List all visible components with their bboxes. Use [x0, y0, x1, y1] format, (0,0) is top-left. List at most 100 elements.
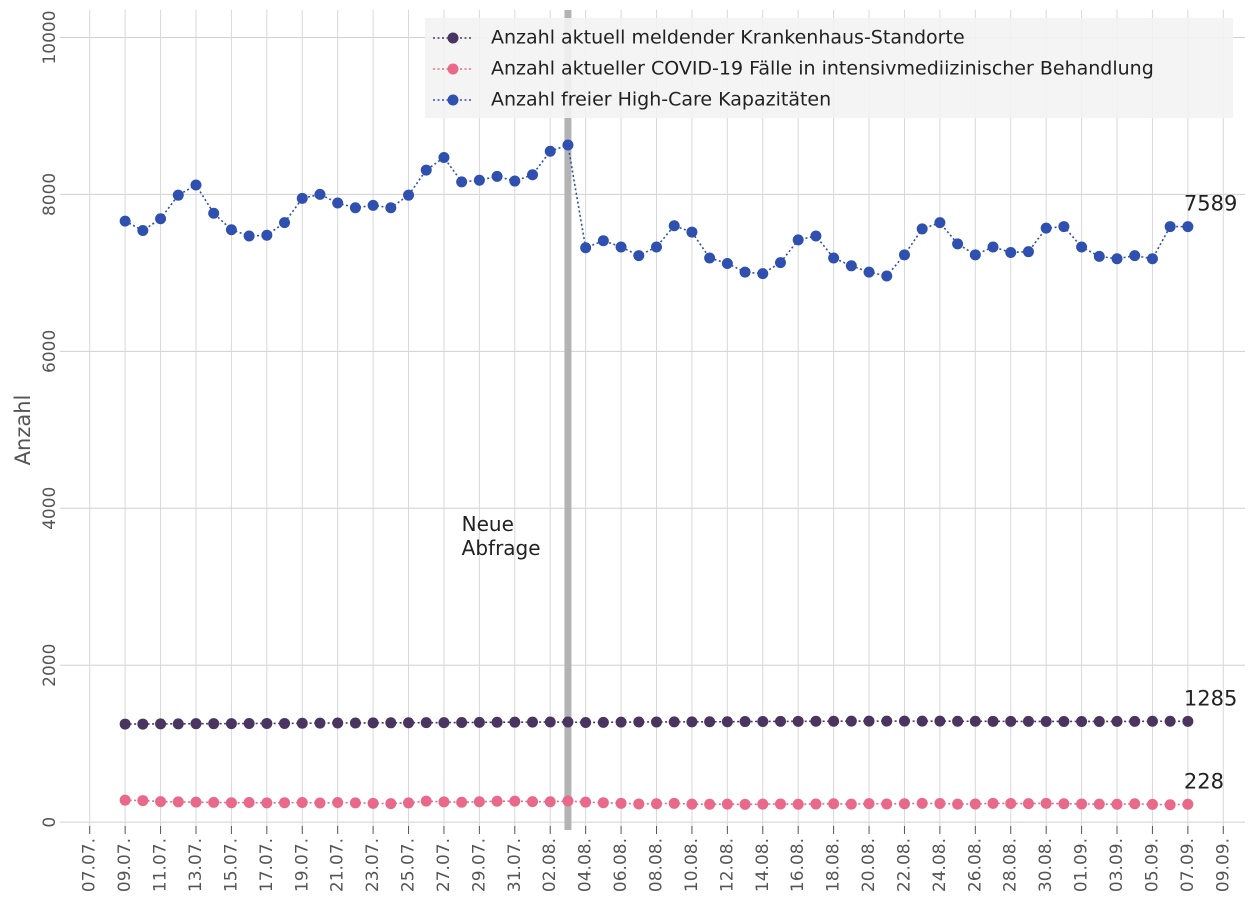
data-point [544, 796, 556, 808]
data-point [527, 169, 539, 181]
data-point [828, 715, 840, 727]
data-point [562, 716, 574, 728]
data-point [137, 795, 149, 807]
data-point [668, 797, 680, 809]
data-point [544, 716, 556, 728]
data-point [172, 796, 184, 808]
data-point [208, 718, 220, 730]
y-tick-label: 2000 [40, 644, 60, 687]
data-point [491, 170, 503, 182]
data-point [155, 718, 167, 730]
data-point [810, 230, 822, 242]
data-point [969, 715, 981, 727]
data-point [349, 797, 361, 809]
data-point [845, 715, 857, 727]
data-point [1076, 715, 1088, 727]
x-tick-label: 07.07. [80, 838, 100, 892]
x-tick-label: 09.09. [1213, 838, 1233, 892]
data-point [615, 241, 627, 253]
data-point [190, 179, 202, 191]
data-point [1164, 715, 1176, 727]
x-tick-label: 13.07. [186, 838, 206, 892]
data-point [1182, 221, 1194, 233]
data-point [828, 798, 840, 810]
data-point [314, 188, 326, 200]
data-point [1146, 798, 1158, 810]
legend-marker [447, 63, 459, 75]
data-point [314, 797, 326, 809]
x-tick-label: 01.09. [1072, 838, 1092, 892]
end-label: 7589 [1184, 192, 1237, 216]
data-point [137, 224, 149, 236]
data-point [1022, 798, 1034, 810]
data-point [863, 715, 875, 727]
data-point [969, 249, 981, 261]
legend-marker [447, 32, 459, 44]
data-point [279, 797, 291, 809]
data-point [651, 716, 662, 728]
data-point [243, 230, 255, 242]
data-point [137, 718, 149, 730]
data-point [456, 176, 468, 188]
data-point [1111, 798, 1123, 810]
data-point [1040, 222, 1052, 234]
y-tick-label: 8000 [40, 173, 60, 216]
legend-label: Anzahl aktueller COVID-19 Fälle in inten… [491, 58, 1154, 80]
data-point [774, 798, 786, 810]
data-point [367, 797, 379, 809]
data-point [704, 716, 716, 728]
data-point [651, 798, 662, 810]
data-point [757, 798, 769, 810]
data-point [1093, 715, 1105, 727]
data-point [420, 717, 432, 729]
data-point [1093, 250, 1105, 262]
data-point [314, 717, 326, 729]
x-tick-label: 18.08. [824, 838, 844, 892]
legend-marker [447, 94, 459, 106]
y-tick-label: 10000 [40, 10, 60, 64]
data-point [473, 174, 485, 186]
x-tick-label: 24.08. [930, 838, 950, 892]
data-point [845, 798, 857, 810]
data-point [704, 798, 716, 810]
data-point [225, 797, 237, 809]
y-tick-label: 4000 [40, 487, 60, 530]
data-point [473, 716, 485, 728]
data-point [651, 241, 662, 253]
data-point [774, 257, 786, 269]
x-tick-label: 08.08. [647, 838, 667, 892]
x-tick-label: 09.07. [115, 838, 135, 892]
data-point [580, 796, 592, 808]
data-point [544, 145, 556, 157]
data-point [349, 202, 361, 214]
data-point [1076, 798, 1088, 810]
data-point [1058, 221, 1070, 233]
x-tick-label: 28.08. [1001, 838, 1021, 892]
x-tick-label: 23.07. [363, 838, 383, 892]
x-tick-label: 22.08. [894, 838, 914, 892]
end-label: 228 [1184, 769, 1224, 793]
data-point [243, 718, 255, 730]
data-point [792, 798, 804, 810]
data-point [491, 716, 503, 728]
data-point [208, 796, 220, 808]
data-point [172, 189, 184, 201]
data-point [225, 718, 237, 730]
data-point [952, 238, 964, 250]
data-point [438, 717, 450, 729]
data-point [898, 715, 910, 727]
x-tick-label: 12.08. [717, 838, 737, 892]
data-point [1058, 715, 1070, 727]
data-point [1058, 798, 1070, 810]
data-point [243, 797, 255, 809]
data-point [881, 798, 893, 810]
data-point [704, 252, 716, 264]
data-point [332, 717, 344, 729]
data-point [969, 798, 981, 810]
annotation: Neue Abfrage [461, 511, 541, 560]
data-point [1164, 799, 1176, 811]
data-point [155, 213, 167, 225]
data-point [934, 715, 946, 727]
data-point [881, 715, 893, 727]
